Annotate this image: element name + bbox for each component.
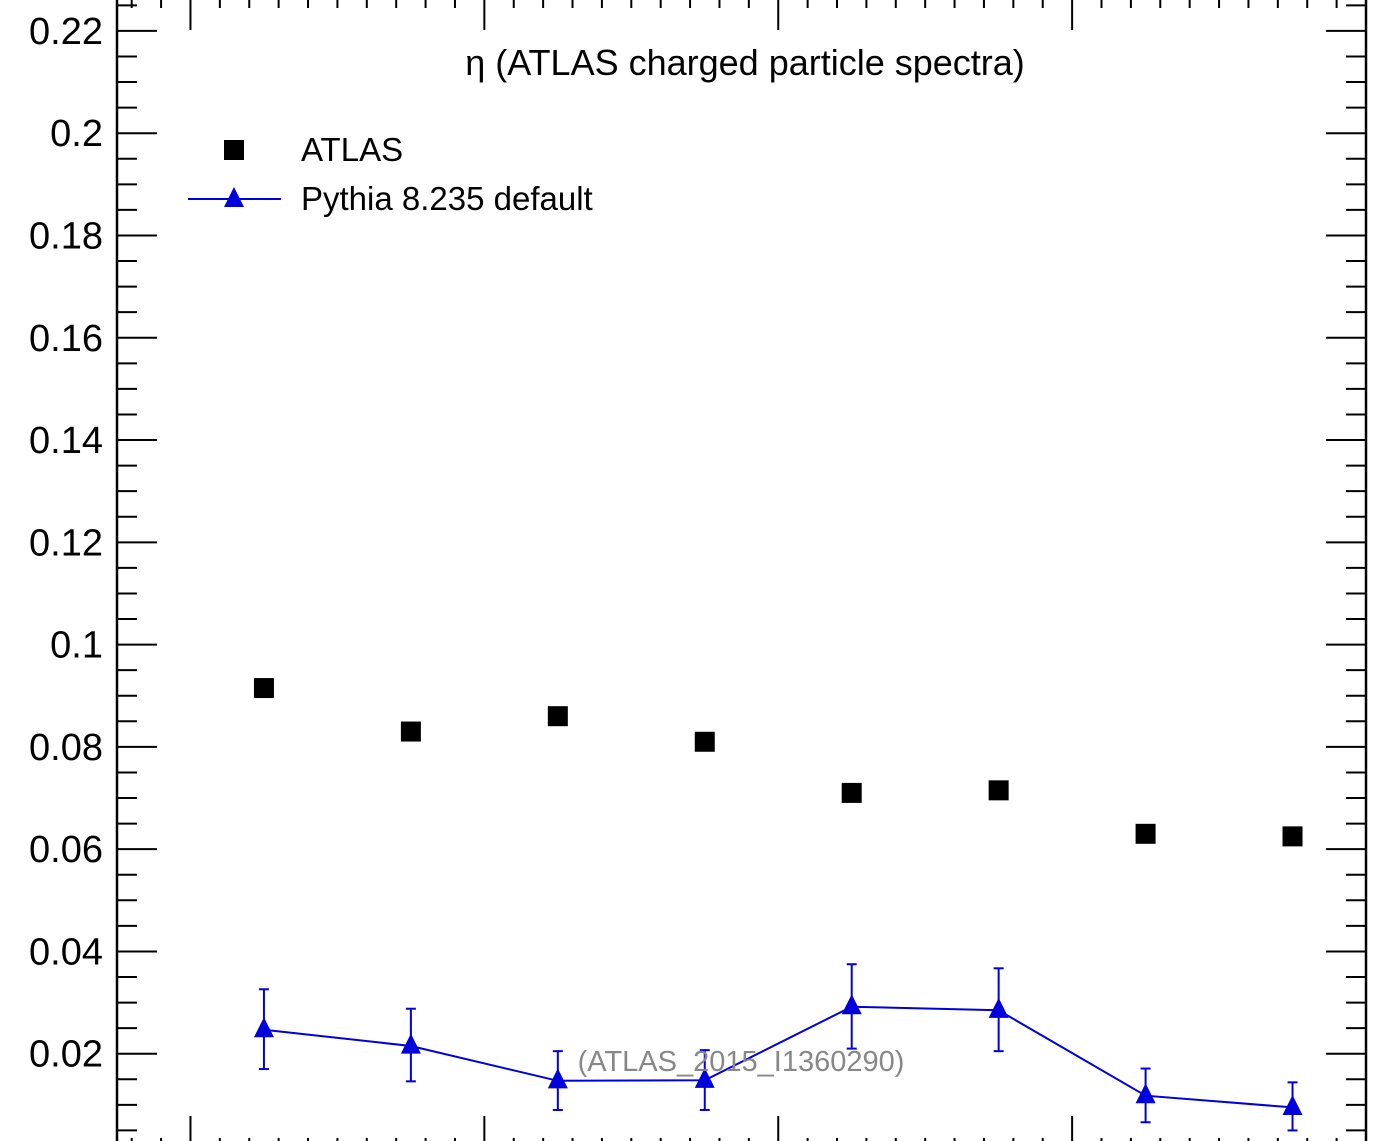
axis-ticks <box>117 0 1367 1141</box>
legend-item: ATLAS <box>224 131 403 168</box>
chart-title: η (ATLAS charged particle spectra) <box>465 42 1025 83</box>
y-tick-label: 0.14 <box>29 420 103 462</box>
series-pythia <box>253 963 1303 1132</box>
legend: ATLAS Pythia 8.235 default <box>188 131 593 217</box>
y-tick-label: 0.06 <box>29 829 103 871</box>
plot-frame <box>115 0 1368 1141</box>
data-point <box>1282 826 1303 847</box>
plot-border <box>115 0 1368 1141</box>
y-tick-label: 0 <box>82 1136 103 1141</box>
data-point <box>841 782 862 803</box>
series-layer <box>253 678 1303 1132</box>
chart-annotation: (ATLAS_2015_I1360290) <box>578 1046 905 1078</box>
data-point <box>547 1068 568 1089</box>
y-tick-label: 0.2 <box>50 113 103 155</box>
data-point <box>1282 1095 1303 1116</box>
data-point <box>253 1017 274 1038</box>
y-tick-label: 0.18 <box>29 215 103 257</box>
y-tick-label: 0.12 <box>29 522 103 564</box>
data-point <box>1135 823 1156 844</box>
data-point <box>988 997 1009 1018</box>
legend-item: Pythia 8.235 default <box>188 180 593 217</box>
y-tick-label: 0.1 <box>50 625 103 667</box>
data-point <box>694 731 715 752</box>
data-point <box>547 706 568 727</box>
y-tick-label: 0.02 <box>29 1034 103 1076</box>
y-tick-labels: 0 0.02 0.04 0.06 0.08 0.1 0.12 0.14 0.16 0.18 0.2 0… <box>29 11 103 1141</box>
series-atlas <box>253 678 1303 847</box>
y-tick-label: 0.08 <box>29 727 103 769</box>
data-point <box>841 994 862 1015</box>
legend-label: Pythia 8.235 default <box>301 180 593 217</box>
data-point <box>400 1033 421 1054</box>
series-line <box>263 1005 1293 1109</box>
data-point <box>253 678 274 699</box>
y-tick-label: 0.22 <box>29 11 103 53</box>
legend-marker <box>224 187 244 207</box>
data-point <box>400 721 421 742</box>
data-point <box>1135 1083 1156 1104</box>
legend-label: ATLAS <box>301 131 403 168</box>
data-point <box>694 1067 715 1088</box>
y-tick-label: 0.04 <box>29 931 103 973</box>
y-tick-label: 0.16 <box>29 318 103 360</box>
data-point <box>988 780 1009 801</box>
legend-marker <box>224 140 244 160</box>
